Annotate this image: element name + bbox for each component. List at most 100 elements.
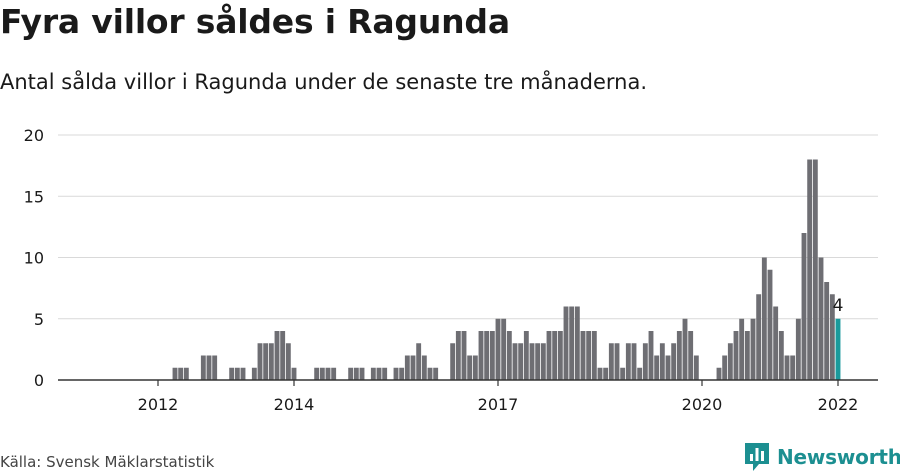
bar xyxy=(478,331,484,380)
bar xyxy=(716,367,722,380)
y-tick-label: 15 xyxy=(24,187,44,206)
bar xyxy=(807,159,813,380)
bar xyxy=(178,367,184,380)
bar xyxy=(472,355,478,380)
bar xyxy=(370,367,376,380)
bar xyxy=(234,367,240,380)
bar xyxy=(274,331,280,380)
bar xyxy=(671,343,677,380)
bar xyxy=(291,367,297,380)
bar xyxy=(620,367,626,380)
bar xyxy=(206,355,212,380)
bar xyxy=(552,331,558,380)
bar xyxy=(665,355,671,380)
bar xyxy=(829,294,835,380)
bar xyxy=(353,367,359,380)
bar xyxy=(608,343,614,380)
bar xyxy=(229,367,235,380)
bar xyxy=(767,269,773,380)
bar xyxy=(506,331,512,380)
bar xyxy=(676,331,682,380)
bar xyxy=(257,343,263,380)
bar xyxy=(818,257,824,380)
bar xyxy=(603,367,609,380)
bar xyxy=(540,343,546,380)
bar xyxy=(501,318,507,380)
bar xyxy=(546,331,552,380)
bar xyxy=(529,343,535,380)
bar xyxy=(450,343,456,380)
bar xyxy=(518,343,524,380)
bar xyxy=(427,367,433,380)
bar xyxy=(812,159,818,380)
bar xyxy=(795,318,801,380)
bar xyxy=(461,331,467,380)
bar xyxy=(824,282,830,380)
bar xyxy=(744,331,750,380)
bar xyxy=(331,367,337,380)
bar xyxy=(314,367,320,380)
x-tick-label: 2014 xyxy=(274,395,315,414)
bar xyxy=(586,331,592,380)
bar xyxy=(557,331,563,380)
bar xyxy=(359,367,365,380)
bar xyxy=(580,331,586,380)
bar xyxy=(784,355,790,380)
bar xyxy=(495,318,501,380)
chart-title: Fyra villor såldes i Ragunda xyxy=(0,2,510,41)
bar xyxy=(268,343,274,380)
bar xyxy=(416,343,422,380)
bar xyxy=(790,355,796,380)
bar xyxy=(535,343,541,380)
bar xyxy=(625,343,631,380)
bar xyxy=(263,343,269,380)
bar xyxy=(393,367,399,380)
bar xyxy=(212,355,218,380)
x-tick-label: 2012 xyxy=(138,395,179,414)
bar xyxy=(631,343,637,380)
highlight-bar xyxy=(835,318,841,380)
bar xyxy=(648,331,654,380)
bar xyxy=(739,318,745,380)
bar xyxy=(778,331,784,380)
y-tick-label: 10 xyxy=(24,249,44,268)
bar xyxy=(654,355,660,380)
bar xyxy=(489,331,495,380)
bar xyxy=(251,367,257,380)
bar xyxy=(682,318,688,380)
bar xyxy=(433,367,439,380)
bar xyxy=(421,355,427,380)
bar xyxy=(574,306,580,380)
y-tick-label: 0 xyxy=(34,371,44,390)
bar xyxy=(172,367,178,380)
bar xyxy=(659,343,665,380)
bar xyxy=(484,331,490,380)
bar xyxy=(523,331,529,380)
bar xyxy=(733,331,739,380)
bar xyxy=(614,343,620,380)
bar xyxy=(727,343,733,380)
bar xyxy=(722,355,728,380)
bar xyxy=(280,331,286,380)
x-tick-label: 2017 xyxy=(478,395,519,414)
bar xyxy=(688,331,694,380)
y-tick-label: 20 xyxy=(24,126,44,145)
highlight-value-label: 4 xyxy=(833,296,844,316)
bar xyxy=(591,331,597,380)
bar xyxy=(801,233,807,380)
bar xyxy=(399,367,405,380)
bar-chart: 0 5 10 15 20 2012 2014 2017 2020 2022 4 xyxy=(24,126,878,414)
bar xyxy=(563,306,569,380)
bar xyxy=(404,355,410,380)
x-tick-label: 2022 xyxy=(818,395,859,414)
bar xyxy=(410,355,416,380)
bar xyxy=(319,367,325,380)
bar xyxy=(693,355,699,380)
bar xyxy=(756,294,762,380)
bar xyxy=(382,367,388,380)
bar xyxy=(455,331,461,380)
brand-name: Newsworthy xyxy=(777,445,900,469)
brand-logo: Newsworthy xyxy=(744,442,900,472)
y-tick-label: 5 xyxy=(34,310,44,329)
bar xyxy=(376,367,382,380)
